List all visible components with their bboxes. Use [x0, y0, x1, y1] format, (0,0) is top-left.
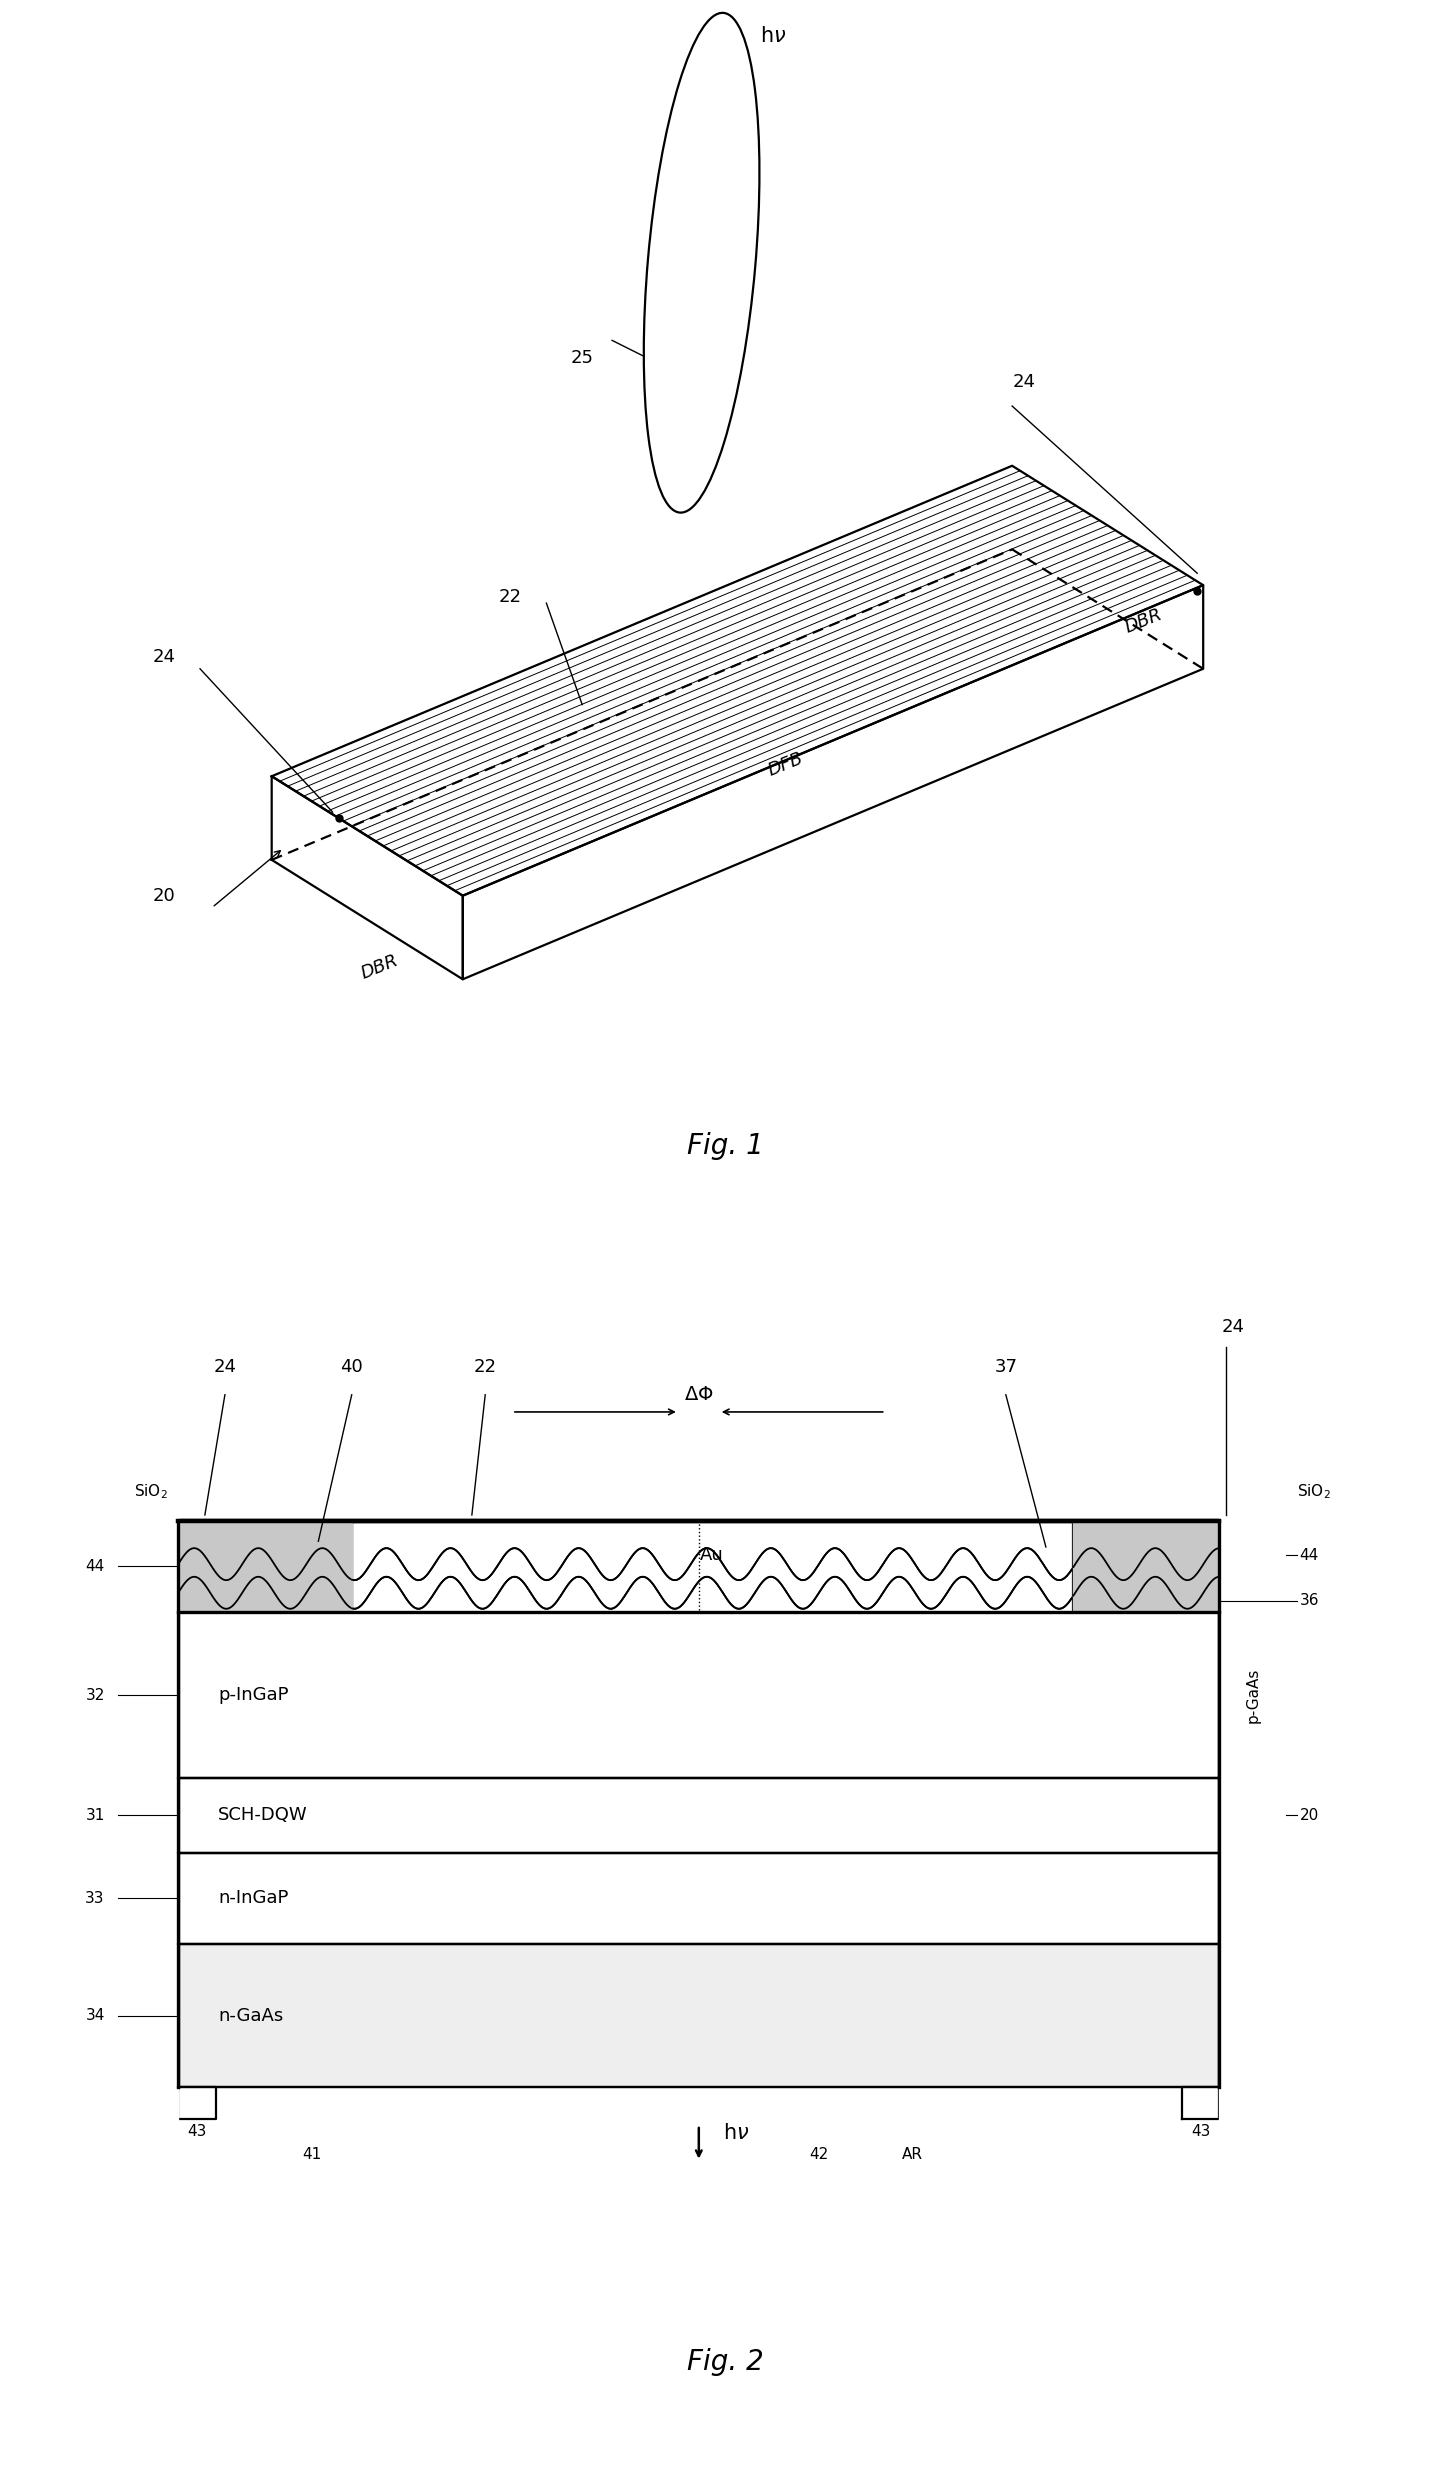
Polygon shape: [58, 1269, 178, 2413]
Text: 24: 24: [1222, 1319, 1245, 1336]
Text: 44: 44: [1300, 1548, 1319, 1562]
Text: DBR: DBR: [358, 953, 400, 983]
Text: SiO$_2$: SiO$_2$: [133, 1483, 167, 1500]
Text: AR: AR: [903, 2147, 923, 2162]
Polygon shape: [178, 1520, 351, 1612]
Polygon shape: [178, 1520, 351, 1612]
Text: 25: 25: [570, 348, 593, 368]
Polygon shape: [1072, 1520, 1219, 1612]
Text: Fig. 1: Fig. 1: [688, 1132, 763, 1159]
Text: p-GaAs: p-GaAs: [1245, 1667, 1261, 1722]
Polygon shape: [1183, 2087, 1219, 2120]
Text: 24: 24: [152, 647, 176, 667]
Polygon shape: [271, 776, 463, 980]
Polygon shape: [1072, 1520, 1219, 1612]
Polygon shape: [178, 1779, 1219, 1854]
Text: Au: Au: [701, 1545, 724, 1565]
Text: h$\nu$: h$\nu$: [760, 25, 786, 45]
Ellipse shape: [644, 12, 759, 513]
Text: 43: 43: [1191, 2125, 1210, 2140]
Text: 20: 20: [1300, 1809, 1319, 1824]
Text: 24: 24: [213, 1358, 237, 1376]
Polygon shape: [1219, 1269, 1393, 2413]
Text: SCH-DQW: SCH-DQW: [218, 1806, 308, 1824]
Polygon shape: [271, 550, 1203, 980]
Polygon shape: [271, 465, 1203, 896]
Polygon shape: [178, 2087, 216, 2120]
Text: Fig. 2: Fig. 2: [688, 2349, 763, 2376]
Text: 43: 43: [187, 2125, 206, 2140]
Polygon shape: [178, 1943, 1219, 2087]
Text: 20: 20: [152, 886, 176, 906]
Text: 31: 31: [86, 1809, 104, 1824]
Text: 24: 24: [1013, 373, 1036, 391]
Text: 32: 32: [86, 1687, 104, 1702]
Text: 34: 34: [86, 2008, 104, 2023]
Text: 37: 37: [994, 1358, 1017, 1376]
Text: 40: 40: [341, 1358, 363, 1376]
Text: 41: 41: [302, 2147, 321, 2162]
Polygon shape: [1219, 1612, 1286, 1779]
Text: 44: 44: [86, 1560, 104, 1575]
Text: n-InGaP: n-InGaP: [218, 1888, 289, 1908]
Text: 22: 22: [473, 1358, 496, 1376]
Polygon shape: [178, 1612, 1219, 1779]
Text: DFB: DFB: [765, 749, 805, 779]
Text: 42: 42: [810, 2147, 829, 2162]
Text: $\Delta\Phi$: $\Delta\Phi$: [683, 1386, 714, 1403]
Text: 22: 22: [499, 587, 522, 607]
Text: p-InGaP: p-InGaP: [218, 1687, 289, 1704]
Text: 36: 36: [1300, 1592, 1319, 1607]
Text: 33: 33: [86, 1891, 104, 1906]
Polygon shape: [178, 1520, 1219, 1612]
Polygon shape: [463, 585, 1203, 980]
Text: n-GaAs: n-GaAs: [218, 2008, 283, 2025]
Text: DBR: DBR: [1122, 605, 1165, 637]
Text: h$\nu$: h$\nu$: [723, 2122, 749, 2142]
Polygon shape: [178, 1854, 1219, 1943]
Text: SiO$_2$: SiO$_2$: [1297, 1483, 1331, 1500]
